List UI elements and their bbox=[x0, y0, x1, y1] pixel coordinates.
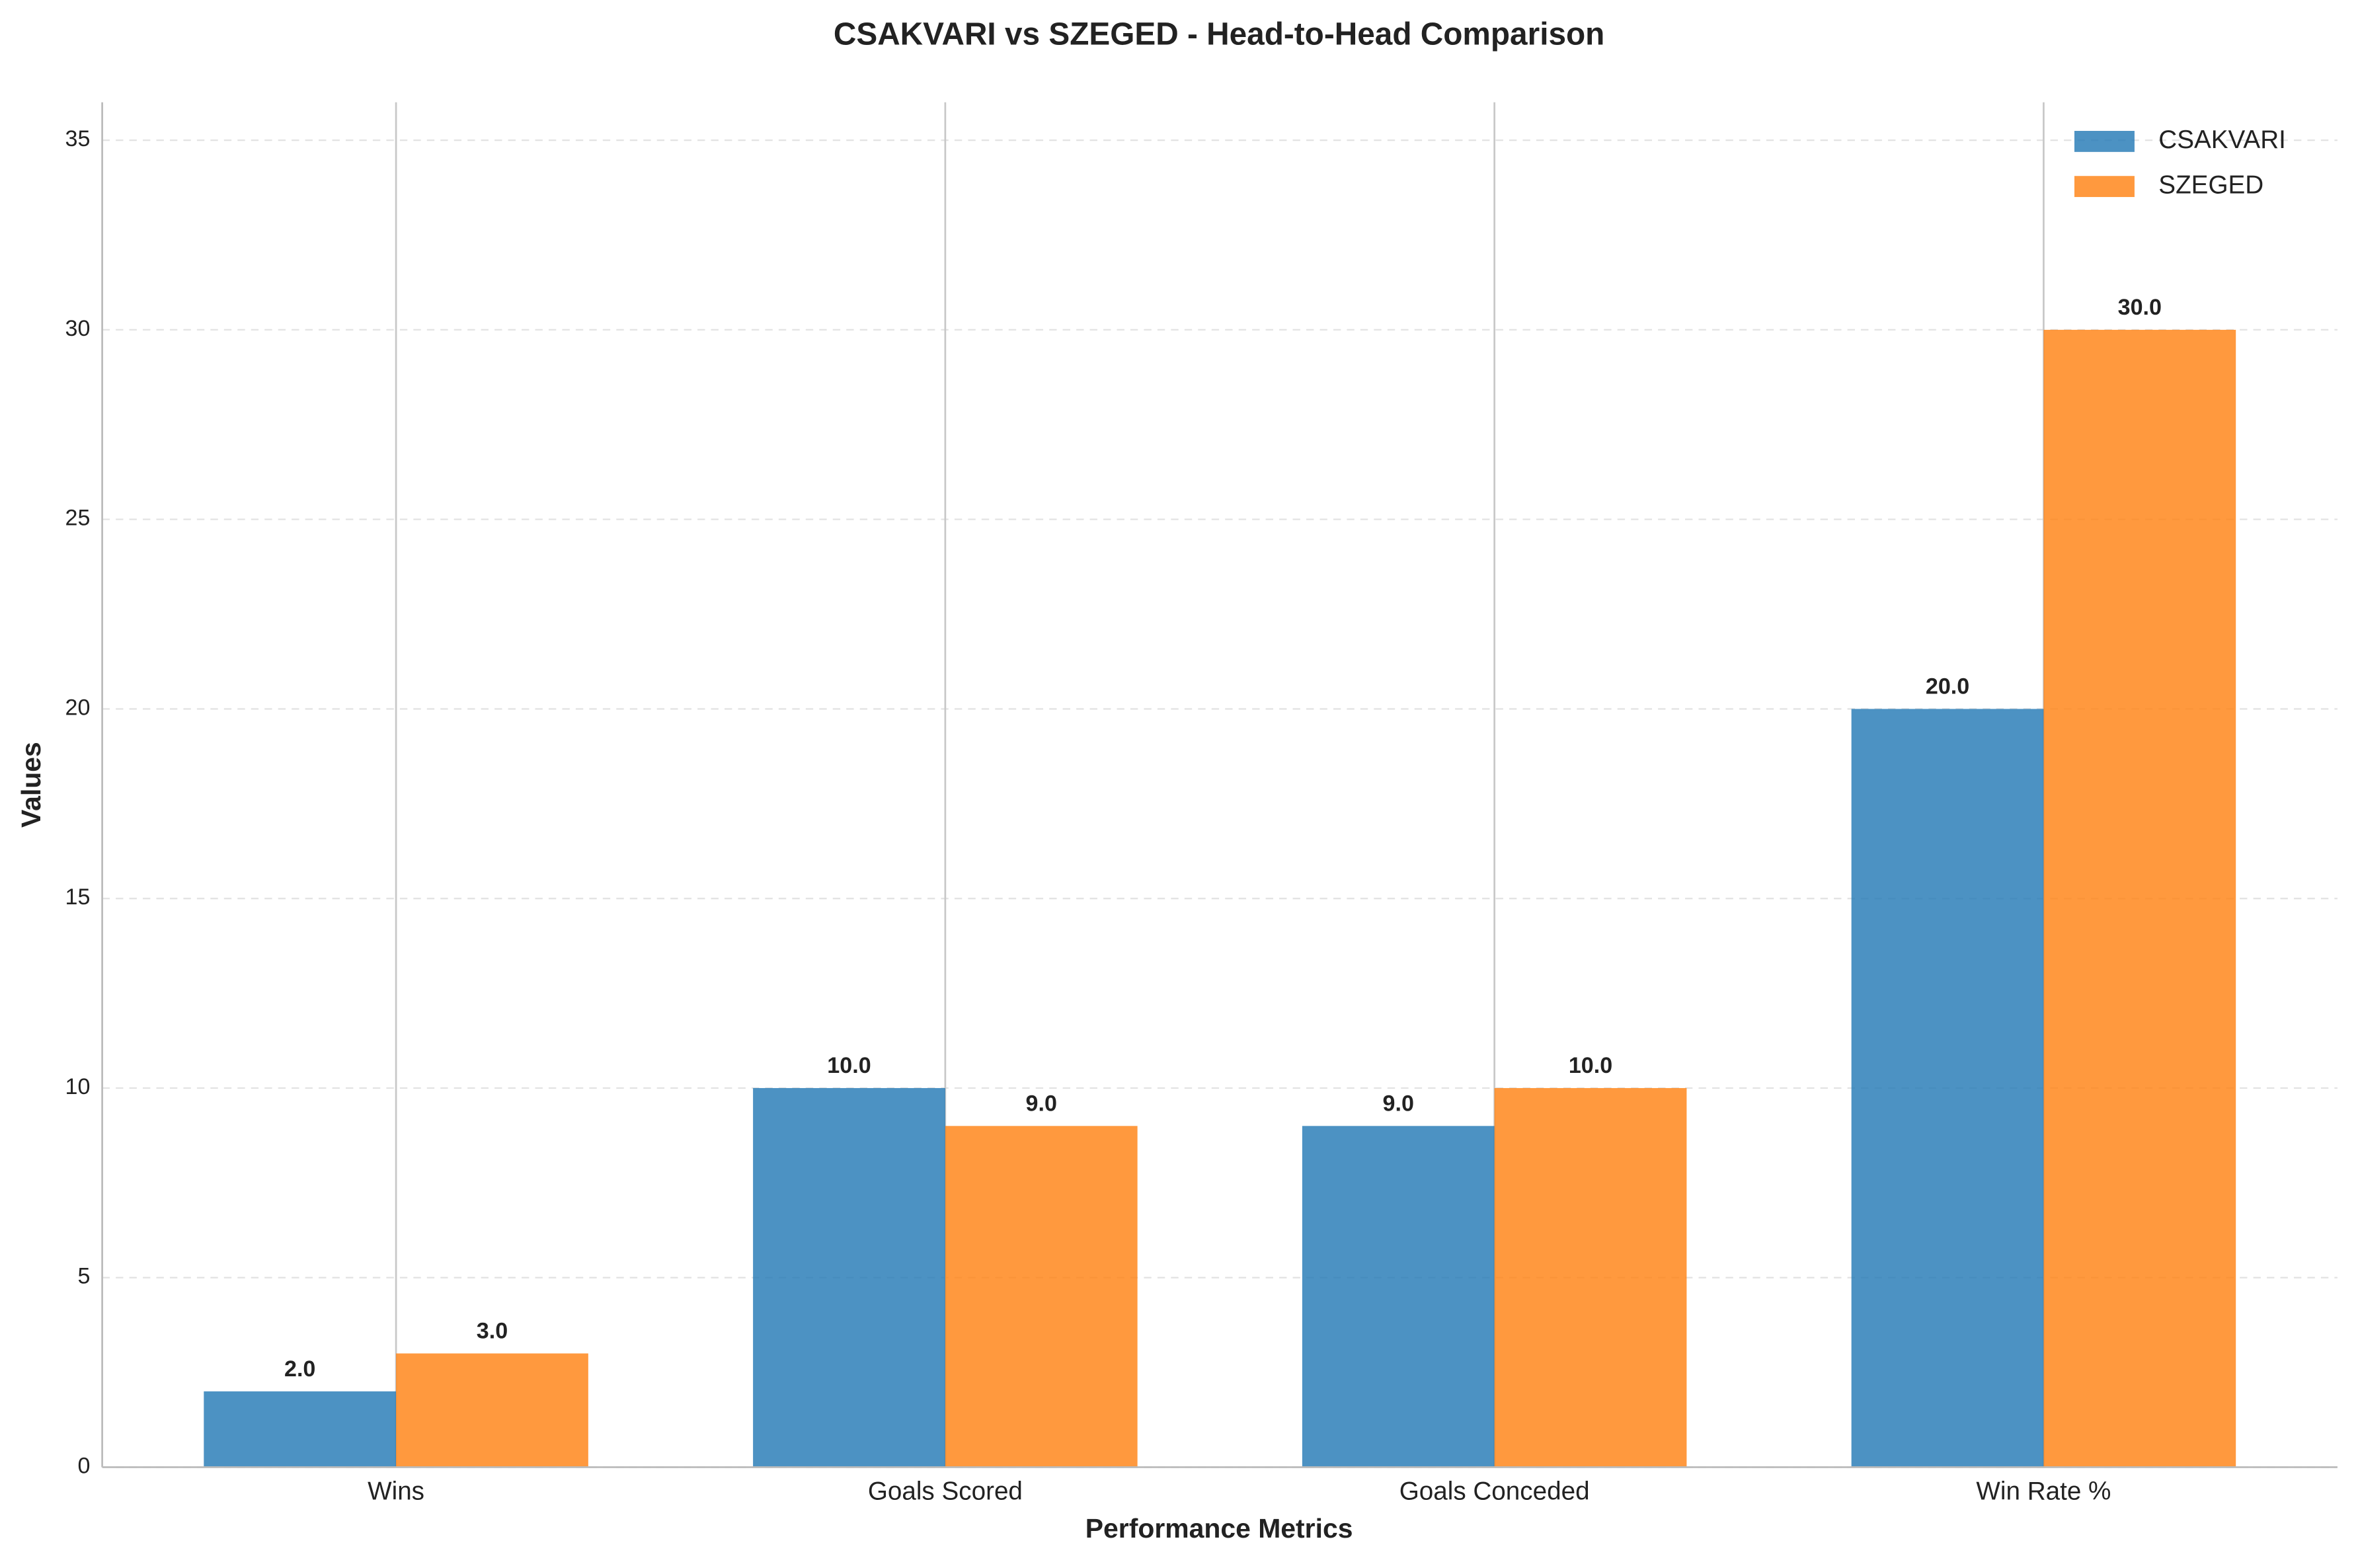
y-tick-label: 20 bbox=[65, 695, 90, 720]
value-label: 9.0 bbox=[1383, 1091, 1414, 1116]
bar bbox=[1851, 709, 2044, 1468]
chart-title: CSAKVARI vs SZEGED - Head-to-Head Compar… bbox=[834, 17, 1604, 52]
value-label: 30.0 bbox=[2118, 295, 2162, 320]
legend-swatch bbox=[2074, 130, 2135, 152]
x-tick-label: Goals Scored bbox=[868, 1477, 1023, 1505]
x-tick-label: Wins bbox=[368, 1477, 424, 1505]
y-tick-label: 15 bbox=[65, 884, 90, 910]
value-label: 20.0 bbox=[1926, 674, 1969, 699]
legend-label: CSAKVARI bbox=[2158, 126, 2286, 154]
value-label: 2.0 bbox=[284, 1356, 315, 1382]
value-label: 10.0 bbox=[1569, 1053, 1612, 1078]
bar bbox=[945, 1126, 1138, 1468]
bar bbox=[1494, 1087, 1687, 1468]
legend-label: SZEGED bbox=[2158, 171, 2263, 199]
bar bbox=[204, 1391, 397, 1468]
bar bbox=[753, 1087, 945, 1468]
y-tick-label: 35 bbox=[65, 126, 90, 151]
value-label: 10.0 bbox=[827, 1053, 871, 1078]
x-tick-label: Goals Conceded bbox=[1399, 1477, 1590, 1505]
value-label: 3.0 bbox=[477, 1319, 508, 1344]
y-tick-label: 30 bbox=[65, 316, 90, 341]
bar bbox=[2043, 329, 2236, 1468]
y-tick-label: 10 bbox=[65, 1074, 90, 1099]
bar bbox=[1302, 1126, 1495, 1468]
y-axis-label: Values bbox=[16, 742, 46, 828]
x-tick-label: Win Rate % bbox=[1976, 1477, 2111, 1505]
bar bbox=[396, 1353, 588, 1468]
y-tick-label: 0 bbox=[77, 1453, 90, 1478]
x-axis-label: Performance Metrics bbox=[1085, 1513, 1353, 1544]
legend-swatch bbox=[2074, 176, 2135, 198]
value-label: 9.0 bbox=[1026, 1091, 1057, 1116]
y-tick-label: 25 bbox=[65, 506, 90, 531]
y-tick-label: 5 bbox=[77, 1264, 90, 1289]
